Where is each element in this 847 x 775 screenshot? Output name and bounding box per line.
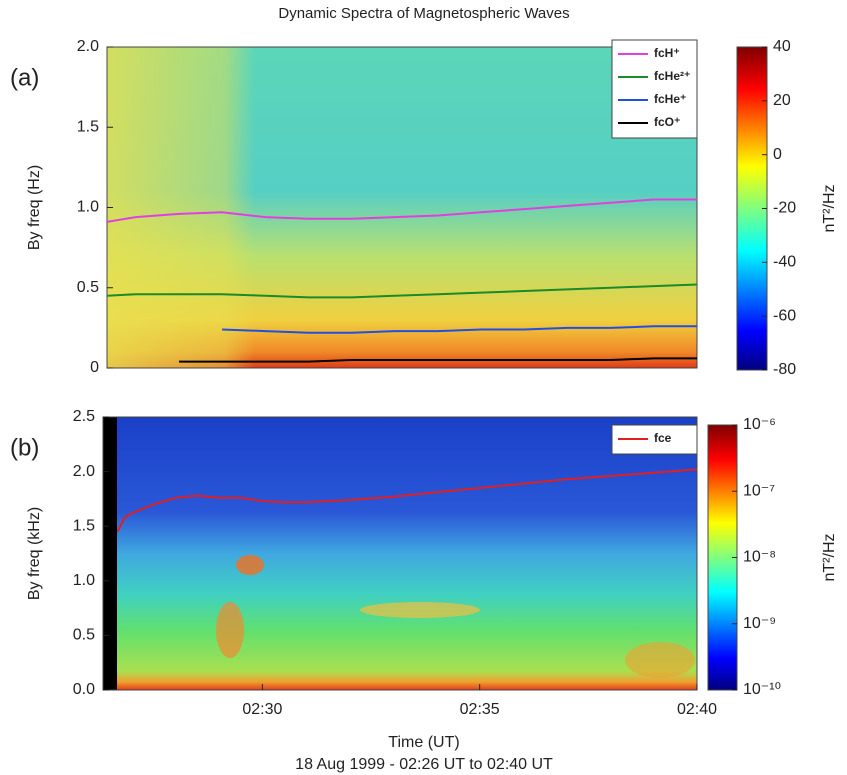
colorbar-tick-label: -20 (773, 200, 796, 217)
colorbar-tick-label: 0 (773, 146, 782, 163)
colorbar-tick-label: -40 (773, 254, 796, 271)
y-tick-label: 2.0 (73, 463, 95, 480)
colorbar-tick-label: 40 (773, 38, 791, 55)
series-line (116, 468, 698, 533)
x-tick-label: 02:30 (242, 701, 282, 718)
y-axis-label: By freq (Hz) (26, 165, 43, 250)
spectral-feature (216, 602, 244, 658)
colorbar-tick-label: 20 (773, 92, 791, 109)
legend-box (611, 39, 698, 139)
y-axis-label: By freq (kHz) (26, 507, 43, 600)
series-line (179, 357, 697, 363)
plot-frame (102, 416, 698, 691)
footnote: 18 Aug 1999 - 02:26 UT to 02:40 UT (295, 756, 553, 773)
panel-label: (a) (10, 64, 39, 91)
colorbar-label: nT²/Hz (821, 534, 838, 582)
y-tick-label: 1.0 (77, 199, 99, 216)
figure-title: Dynamic Spectra of Magnetospheric Waves (278, 5, 569, 22)
series-line (222, 325, 697, 334)
y-tick-label: 2.0 (77, 38, 99, 55)
spectrogram-b (103, 417, 697, 690)
y-tick-label: 2.5 (73, 408, 95, 425)
y-tick-label: 1.5 (77, 118, 99, 135)
colorbar-tick-label: 10⁻⁸ (743, 549, 776, 566)
x-axis-label: Time (UT) (388, 734, 459, 751)
y-tick-label: 0.0 (73, 681, 95, 698)
series-line (106, 198, 697, 223)
legend-label: fcO⁺ (654, 115, 680, 129)
spectral-feature (625, 642, 695, 678)
y-tick-label: 1.0 (73, 572, 95, 589)
spectral-feature (360, 602, 480, 618)
colorbar-tick-label: 10⁻⁹ (743, 615, 776, 632)
y-tick-label: 0.5 (73, 627, 95, 644)
colorbar-tick-label: -80 (773, 361, 796, 378)
y-tick-label: 0 (90, 359, 99, 376)
series-line (106, 283, 698, 299)
legend-label: fcH⁺ (654, 46, 680, 60)
data-gap (103, 417, 117, 690)
y-tick-label: 1.5 (73, 517, 95, 534)
colorbar-tick-label: 10⁻⁶ (743, 416, 776, 433)
colorbar-tick-label: 10⁻⁷ (743, 482, 775, 499)
panel-label: (b) (10, 434, 39, 461)
x-tick-label: 02:40 (677, 701, 717, 718)
x-tick-label: 02:35 (460, 701, 500, 718)
colorbar-tick-label: -60 (773, 307, 796, 324)
y-tick-label: 0.5 (77, 279, 99, 296)
colorbar-tick-label: 10⁻¹⁰ (743, 681, 781, 698)
legend-label: fcHe²⁺ (654, 69, 690, 83)
colorbar-label: nT²/Hz (821, 185, 838, 233)
legend-label: fce (654, 431, 672, 445)
legend-label: fcHe⁺ (654, 92, 686, 106)
spectrogram-a-overlay (107, 47, 697, 368)
spectral-feature (236, 555, 264, 575)
